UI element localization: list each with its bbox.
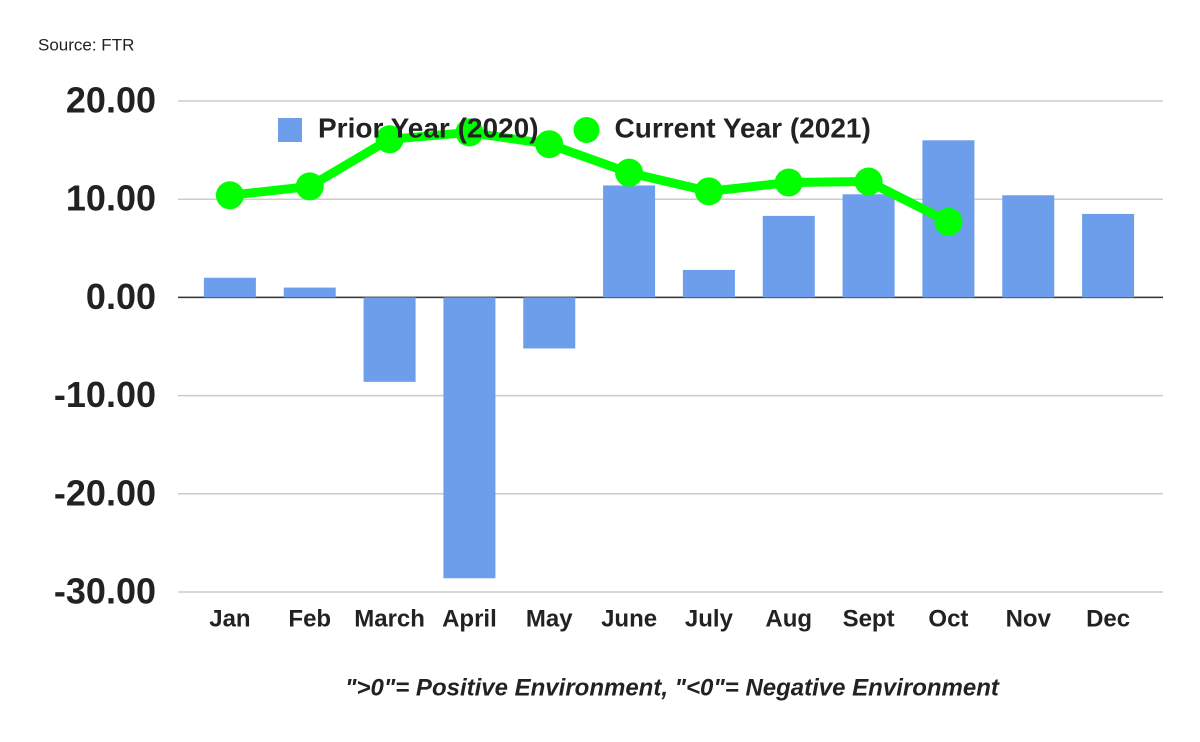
bar (1002, 195, 1055, 298)
x-tick-label: Sept (843, 605, 895, 632)
marker (375, 125, 404, 154)
y-tick-label: -20.00 (54, 472, 156, 513)
x-tick-label: Aug (765, 605, 812, 632)
x-tick-label: July (685, 605, 734, 632)
bar (682, 269, 735, 298)
source: Source: FTR (38, 35, 134, 54)
bar (523, 297, 576, 349)
legend-swatch (278, 118, 302, 142)
x-tick-label: Oct (928, 605, 968, 632)
y-tick-label: 20.00 (66, 80, 156, 121)
y-tick-label: 0.00 (86, 276, 156, 317)
marker (854, 167, 883, 196)
bar (203, 277, 256, 298)
bar (842, 194, 895, 298)
y-tick-label: 10.00 (66, 178, 156, 219)
legend-label: Prior Year (2020) (318, 112, 539, 143)
x-tick-label: Nov (1006, 605, 1052, 632)
x-tick-label: April (442, 605, 497, 632)
marker (615, 158, 644, 187)
marker (535, 130, 564, 159)
x-tick-label: May (526, 605, 573, 632)
marker (295, 172, 324, 201)
bar (603, 185, 656, 298)
bar (443, 297, 496, 579)
x-tick-label: Jan (209, 605, 250, 632)
line (229, 127, 951, 226)
marker (455, 118, 484, 147)
legend-label: Current Year (2021) (615, 112, 871, 143)
legend-swatch (573, 117, 600, 143)
bar (363, 297, 416, 382)
x-tick-label: March (354, 605, 425, 632)
x-tick-label: Feb (288, 605, 331, 632)
marker (694, 177, 723, 206)
marker (934, 207, 963, 236)
footnote: ">0"= Positive Environment, "<0"= Negati… (345, 674, 1000, 701)
bar (283, 287, 336, 298)
x-tick-label: June (601, 605, 657, 632)
bar (762, 215, 815, 298)
y-tick-label: -30.00 (54, 571, 156, 612)
y-tick-label: -10.00 (54, 374, 156, 415)
marker (774, 168, 803, 197)
marker (215, 181, 244, 210)
bar (1082, 213, 1135, 298)
x-tick-label: Dec (1086, 605, 1130, 632)
